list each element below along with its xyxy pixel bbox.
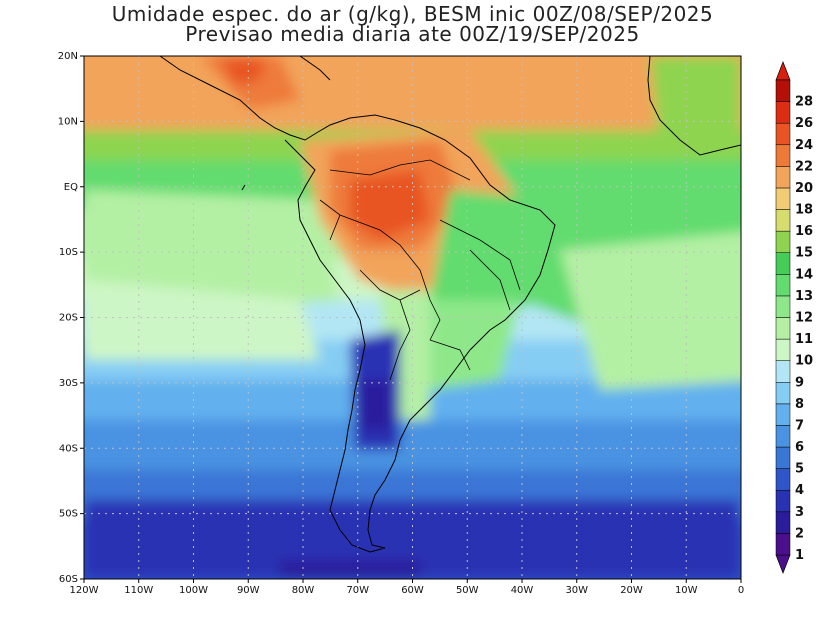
latitude-ticks: 20N 10N EQ 10S 20S 30S 40S 50S 60S — [58, 51, 84, 585]
lon-tick-label: 70W — [346, 585, 369, 596]
colorbar-swatch — [775, 187, 791, 210]
colorbar-label: 4 — [795, 483, 804, 498]
lon-tick-label: 80W — [292, 585, 315, 596]
lon-tick-label: 60W — [401, 585, 424, 596]
colorbar-label: 11 — [795, 332, 813, 347]
country-borders — [319, 159, 521, 381]
lon-tick-label: 40W — [511, 585, 534, 596]
colorbar-swatch — [775, 101, 791, 124]
colorbar-label: 6 — [795, 440, 804, 455]
lat-tick-label: EQ — [64, 182, 78, 193]
lat-tick-label: 40S — [59, 443, 78, 454]
colorbar-label: 24 — [795, 138, 813, 153]
lat-tick-label: 50S — [59, 509, 78, 520]
colorbar-swatch — [775, 122, 791, 146]
lon-tick-label: 20W — [620, 585, 643, 596]
colorbar-swatch — [775, 79, 791, 102]
colorbar-label: 8 — [795, 397, 804, 412]
colorbar-label: 13 — [795, 289, 813, 304]
colorbar-swatch — [775, 338, 791, 361]
colorbar-swatch — [775, 382, 791, 405]
lon-tick-label: 10W — [675, 585, 698, 596]
lon-tick-label: 100W — [179, 585, 208, 596]
longitude-ticks: 120W 110W 100W 90W 80W 70W 60W 50W 40W 30W 20W 10W 0 — [70, 579, 744, 596]
colorbar-swatch — [775, 468, 791, 491]
colorbar-swatch — [775, 295, 791, 318]
colorbar-label: 28 — [795, 95, 813, 110]
colorbar-label: 16 — [795, 224, 813, 239]
chart-title-line2: Previsao media diaria ate 00Z/19/SEP/202… — [185, 22, 640, 46]
colorbar-swatch — [775, 166, 791, 189]
colorbar-swatch — [775, 489, 791, 513]
colorbar-label: 18 — [795, 203, 813, 218]
colorbar-swatch — [775, 403, 791, 426]
colorbar-min-arrow — [775, 554, 791, 574]
chart-title-line1: Umidade espec. do ar (g/kg), BESM inic 0… — [111, 2, 714, 26]
lon-tick-label: 110W — [124, 585, 153, 596]
colorbar-label: 7 — [795, 418, 804, 433]
colorbar-label: 9 — [795, 375, 804, 390]
lon-tick-label: 90W — [237, 585, 260, 596]
colorbar-swatch — [775, 317, 791, 340]
lat-tick-label: 60S — [59, 574, 78, 585]
lon-tick-label: 50W — [456, 585, 479, 596]
colorbar-label: 15 — [795, 246, 813, 261]
colorbar-swatch — [775, 360, 791, 383]
colorbar-swatch — [775, 274, 791, 297]
lon-tick-label: 30W — [565, 585, 588, 596]
lat-tick-label: 20S — [59, 313, 78, 324]
colorbar-label: 12 — [795, 311, 813, 326]
colorbar-label: 5 — [795, 462, 804, 477]
colorbar-label: 1 — [795, 548, 804, 563]
colorbar-swatch — [775, 533, 791, 556]
colorbar-swatch — [775, 446, 791, 469]
lat-tick-label: 30S — [59, 378, 78, 389]
lat-tick-label: 10S — [59, 247, 78, 258]
colorbar-swatch — [775, 230, 791, 253]
colorbar-swatch — [775, 252, 791, 275]
colorbar-label: 10 — [795, 354, 813, 369]
colorbar-max-arrow — [775, 61, 791, 81]
colorbar-label: 3 — [795, 505, 804, 520]
colorbar-label: 26 — [795, 116, 813, 131]
lon-tick-label: 0 — [738, 585, 744, 596]
colorbar-swatch — [775, 511, 791, 534]
lon-tick-label: 120W — [70, 585, 99, 596]
lat-tick-label: 20N — [58, 51, 78, 62]
colorbar-swatch — [775, 144, 791, 167]
colorbar-swatch — [775, 209, 791, 232]
lat-tick-label: 10N — [58, 116, 78, 127]
colorbar-swatch — [775, 425, 791, 448]
colorbar-label: 14 — [795, 267, 813, 282]
colorbar-label: 2 — [795, 526, 804, 541]
colorbar-label: 20 — [795, 181, 813, 196]
colorbar-label: 22 — [795, 159, 813, 174]
humidity-field — [84, 56, 741, 579]
map-grid — [84, 56, 741, 579]
coastline — [159, 56, 741, 553]
